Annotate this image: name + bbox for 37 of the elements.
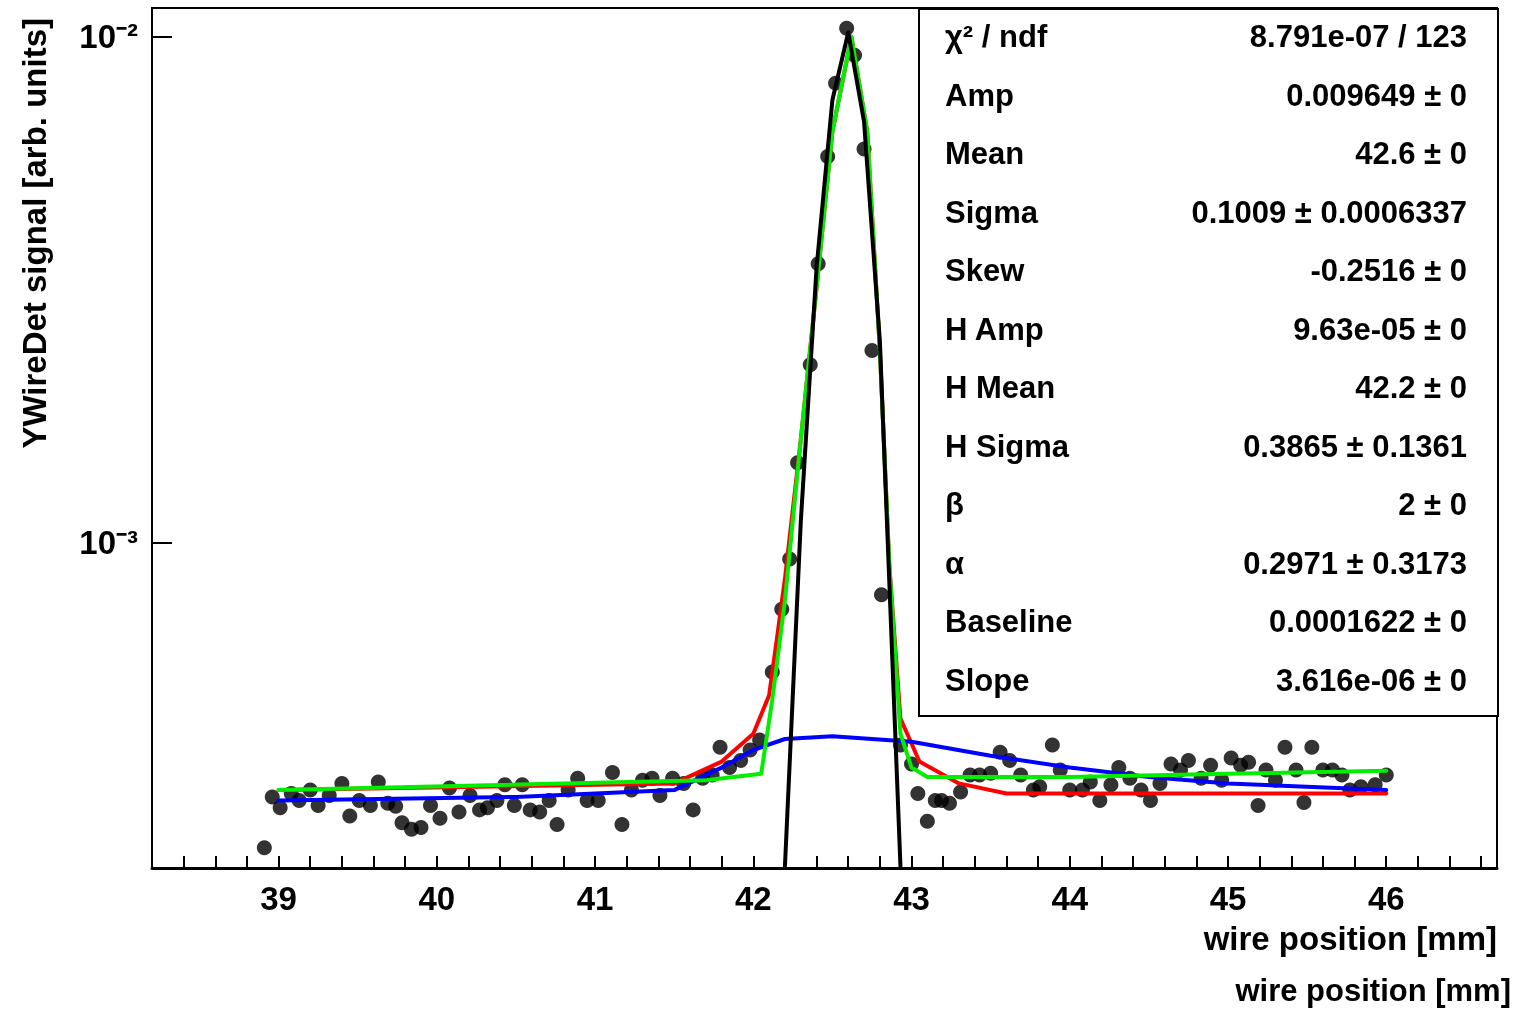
annotation: Sigma bbox=[945, 194, 1039, 230]
annotation: α bbox=[945, 545, 965, 581]
annotation: Slope bbox=[945, 662, 1030, 698]
annotation: β bbox=[945, 487, 964, 522]
annotation: 0.009649 ± 0 bbox=[1286, 77, 1467, 113]
x-tick-label: 43 bbox=[893, 880, 930, 917]
annotation: 0.0001622 ± 0 bbox=[1268, 604, 1467, 639]
annotation: 42.6 ± 0 bbox=[1355, 136, 1467, 171]
x-tick-label: 45 bbox=[1209, 880, 1247, 917]
x-tick-label: 42 bbox=[734, 880, 772, 917]
annotation: 0.1009 ± 0.0006337 bbox=[1191, 194, 1467, 230]
text: wire position [mm] bbox=[1234, 973, 1512, 1008]
annotation: Mean bbox=[945, 136, 1025, 171]
x-tick-label: 40 bbox=[418, 880, 456, 917]
x-tick-label: 41 bbox=[576, 880, 614, 917]
annotation: H Mean bbox=[945, 370, 1056, 405]
x-tick-label: 44 bbox=[1051, 880, 1089, 917]
y-axis-title: YWireDet signal [arb. units] bbox=[16, 17, 53, 449]
annotation: 2 ± 0 bbox=[1398, 487, 1467, 522]
annotation: -0.2516 ± 0 bbox=[1310, 253, 1467, 288]
annotation: χ² / ndf bbox=[945, 19, 1048, 54]
x-tick-label: 39 bbox=[260, 880, 297, 917]
annotation: Baseline bbox=[945, 604, 1073, 639]
x-tick-label: 46 bbox=[1367, 880, 1405, 917]
annotation: H Sigma bbox=[945, 428, 1070, 464]
annotation: 0.3865 ± 0.1361 bbox=[1243, 428, 1467, 464]
annotation: H Amp bbox=[945, 311, 1044, 347]
annotation: 8.791e-07 / 123 bbox=[1249, 19, 1467, 54]
annotation: 42.2 ± 0 bbox=[1355, 370, 1467, 405]
x-axis-title: wire position [mm] bbox=[1202, 920, 1497, 957]
annotation: Amp bbox=[945, 77, 1014, 113]
annotation: 0.2971 ± 0.3173 bbox=[1243, 545, 1467, 581]
y-tick-label: 10⁻³ bbox=[79, 524, 138, 562]
annotation: 9.63e-05 ± 0 bbox=[1293, 311, 1467, 347]
annotation: Skew bbox=[945, 253, 1026, 288]
y-tick-label: 10⁻² bbox=[79, 18, 138, 56]
annotation: 3.616e-06 ± 0 bbox=[1275, 662, 1467, 698]
